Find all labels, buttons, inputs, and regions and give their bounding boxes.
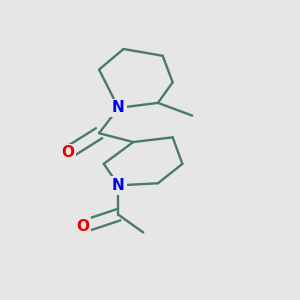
Text: O: O [77, 219, 90, 234]
Text: N: N [112, 100, 125, 116]
Text: O: O [61, 146, 74, 160]
Text: N: N [112, 178, 125, 193]
